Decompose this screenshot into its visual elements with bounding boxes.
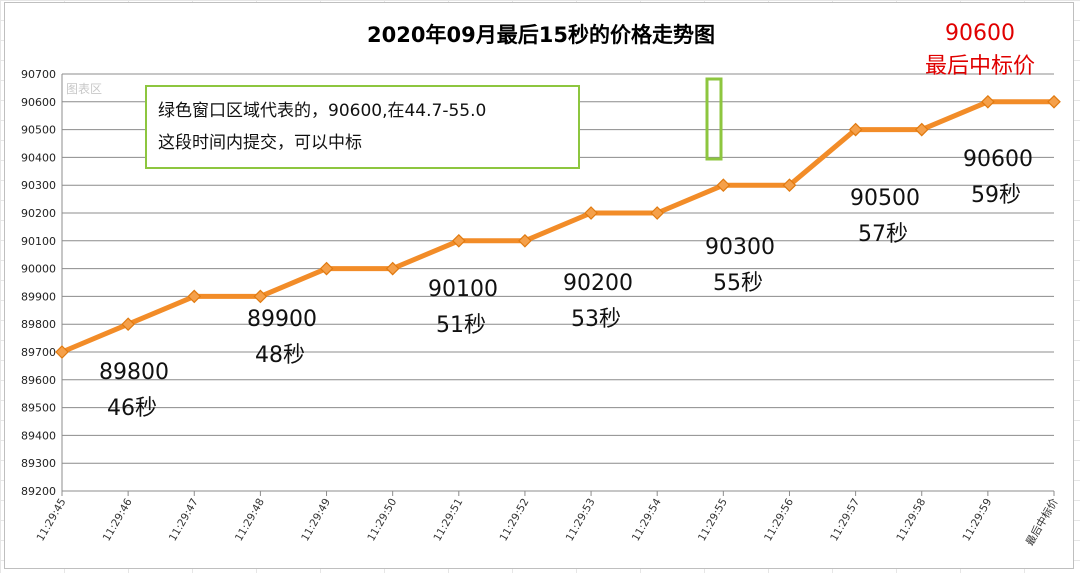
annotation-price: 90600 xyxy=(963,147,1033,172)
annotation-price: 90500 xyxy=(850,186,920,211)
y-tick-label: 90100 xyxy=(21,235,56,248)
data-point-marker xyxy=(187,289,202,304)
note-box: 绿色窗口区域代表的，90600,在44.7-55.0 这段时间内提交，可以中标 xyxy=(145,85,580,169)
annotation-time: 57秒 xyxy=(858,222,908,247)
data-point-marker xyxy=(451,233,466,248)
y-tick-label: 89800 xyxy=(21,318,56,331)
y-tick-label: 89300 xyxy=(21,457,56,470)
plot-area-label: 图表区 xyxy=(66,82,102,96)
final-price-label: 最后中标价 xyxy=(925,54,1035,79)
y-tick-label: 90400 xyxy=(21,151,56,164)
annotation-time: 51秒 xyxy=(436,313,486,338)
price-series xyxy=(55,94,1061,359)
data-point-marker xyxy=(848,122,863,137)
annotation-price: 90300 xyxy=(705,235,775,260)
annotation-time: 48秒 xyxy=(255,343,305,368)
data-point-marker xyxy=(121,317,135,332)
y-tick-label: 90200 xyxy=(21,207,56,220)
y-tick-label: 89200 xyxy=(21,485,56,498)
series-line xyxy=(59,99,1057,355)
x-tick-label: 11:29:52 xyxy=(498,497,532,544)
annotation: 90200 53秒 xyxy=(563,271,633,332)
x-tick-label: 11:29:48 xyxy=(233,497,267,544)
final-price-value: 90600 xyxy=(945,21,1015,46)
annotation: 90600 59秒 xyxy=(963,147,1033,208)
note-line-1: 绿色窗口区域代表的，90600,在44.7-55.0 xyxy=(158,101,486,121)
data-point-marker xyxy=(253,289,268,304)
data-point-marker xyxy=(981,94,995,109)
data-point-marker xyxy=(782,178,797,193)
data-point-marker xyxy=(385,261,400,276)
annotation-price: 90200 xyxy=(563,271,633,296)
note-line-2: 这段时间内提交，可以中标 xyxy=(158,133,362,153)
data-point-marker xyxy=(319,261,334,276)
annotation-price: 90100 xyxy=(428,277,498,302)
x-tick-label: 最后中标价 xyxy=(1023,496,1061,548)
x-tick-label: 11:29:53 xyxy=(564,497,598,544)
data-point-marker xyxy=(1047,94,1061,109)
y-tick-label: 90300 xyxy=(21,179,56,192)
annotation: 90300 55秒 xyxy=(705,235,775,296)
chart-title: 2020年09月最后15秒的价格走势图 xyxy=(367,23,715,47)
y-tick-label: 90500 xyxy=(21,124,56,137)
x-tick-label: 11:29:58 xyxy=(894,497,928,544)
final-price-callout: 90600 最后中标价 xyxy=(925,21,1035,79)
data-point-marker xyxy=(584,206,598,220)
x-tick-label: 11:29:55 xyxy=(696,497,730,544)
green-window-marker xyxy=(705,77,723,161)
x-tick-label: 11:29:45 xyxy=(35,497,69,544)
annotation-time: 59秒 xyxy=(971,183,1021,208)
data-point-marker xyxy=(716,178,731,193)
y-tick-label: 89600 xyxy=(21,374,56,387)
data-point-marker xyxy=(914,122,929,137)
data-point-marker xyxy=(518,233,532,248)
data-point-marker xyxy=(650,206,665,220)
y-tick-label: 90600 xyxy=(21,96,56,109)
y-tick-label: 89900 xyxy=(21,290,56,303)
annotation-time: 55秒 xyxy=(713,271,763,296)
annotation-time: 46秒 xyxy=(107,396,157,421)
annotation-price: 89900 xyxy=(247,307,317,332)
y-axis-ticks: 89200 89300 89400 89500 89600 89700 89800 89900… xyxy=(21,68,56,498)
data-annotations: 89800 46秒 89900 48秒 90100 51秒 90200 53秒 90300 55秒… xyxy=(99,147,1033,421)
y-tick-label: 89400 xyxy=(21,429,56,442)
data-point-marker xyxy=(55,345,69,359)
x-tick-label: 11:29:51 xyxy=(431,497,465,544)
annotation: 90100 51秒 xyxy=(428,277,498,338)
annotation-time: 53秒 xyxy=(571,307,621,332)
x-axis-ticks: 11:29:45 11:29:46 11:29:47 11:29:48 11:29:49… xyxy=(35,491,1061,548)
x-tick-label: 11:29:50 xyxy=(365,497,399,544)
x-tick-label: 11:29:47 xyxy=(167,497,201,544)
x-tick-label: 11:29:54 xyxy=(630,496,664,543)
annotation-price: 89800 xyxy=(99,360,169,385)
y-tick-label: 89500 xyxy=(21,402,56,415)
x-tick-label: 11:29:56 xyxy=(762,496,796,543)
y-tick-label: 90000 xyxy=(21,263,56,276)
x-tick-label: 11:29:59 xyxy=(960,497,994,544)
y-tick-label: 90700 xyxy=(21,68,56,81)
y-tick-label: 89700 xyxy=(21,346,56,359)
annotation: 89800 46秒 xyxy=(99,360,169,421)
x-tick-label: 11:29:57 xyxy=(828,497,862,544)
annotation: 90500 57秒 xyxy=(850,186,920,247)
x-tick-label: 11:29:46 xyxy=(101,496,135,543)
annotation: 89900 48秒 xyxy=(247,307,317,368)
x-tick-label: 11:29:49 xyxy=(299,497,333,544)
